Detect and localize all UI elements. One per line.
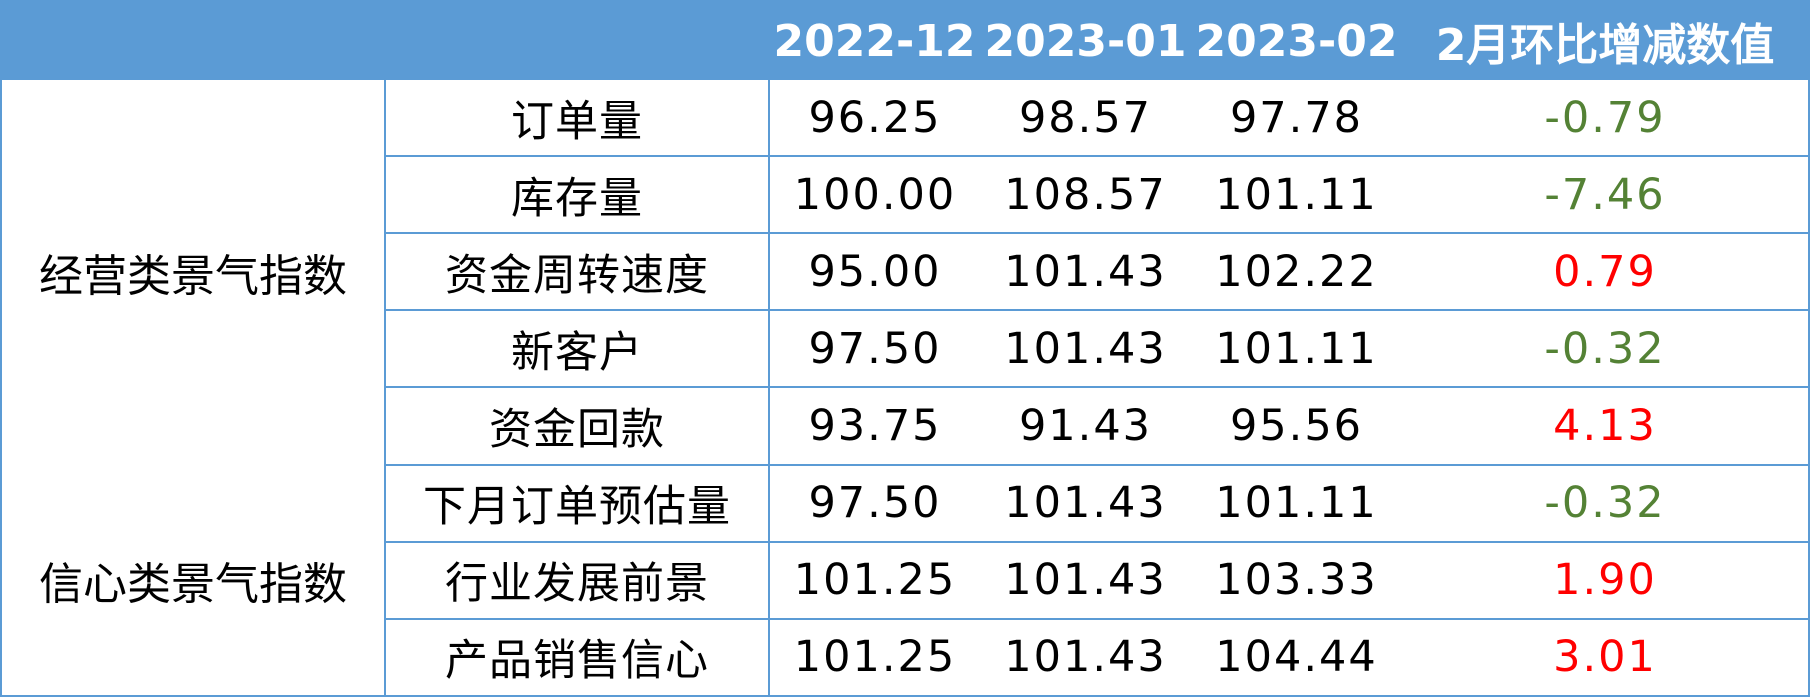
indicator-name: 资金回款: [385, 387, 770, 466]
change-value: -0.79: [1402, 80, 1809, 158]
value-2022-12: 101.25: [769, 618, 980, 698]
table-row: 资金回款 93.75 91.43 95.56 4.13: [1, 387, 1809, 466]
table-row: 库存量 100.00 108.57 101.11 -7.46: [1, 156, 1809, 235]
header-blank: [1, 1, 385, 80]
value-2022-12: 101.25: [769, 541, 980, 620]
value-2023-02: 102.22: [1191, 233, 1402, 312]
table-row: 行业发展前景 101.25 101.43 103.33 1.90: [1, 541, 1809, 620]
indicator-name: 订单量: [385, 80, 770, 158]
indicator-name: 资金周转速度: [385, 233, 770, 312]
value-2023-02: 101.11: [1191, 464, 1402, 543]
indicator-name: 新客户: [385, 310, 770, 389]
change-value: 3.01: [1402, 618, 1809, 698]
value-2023-01: 98.57: [980, 80, 1191, 158]
header-period-1: 2022-12: [769, 1, 980, 80]
change-value: 1.90: [1402, 541, 1809, 620]
indicator-name: 产品销售信心: [385, 618, 770, 698]
group-label: 信心类景气指数: [1, 464, 386, 698]
value-2023-01: 101.43: [980, 310, 1191, 389]
value-2023-01: 101.43: [980, 541, 1191, 620]
header-row: 2022-12 2023-01 2023-02 2月环比增减数值: [1, 1, 1809, 80]
header-blank-2: [385, 1, 769, 80]
change-value: -7.46: [1402, 156, 1809, 235]
value-2023-02: 104.44: [1191, 618, 1402, 698]
change-value: 4.13: [1402, 387, 1809, 466]
value-2022-12: 97.50: [769, 464, 980, 543]
indicator-name: 库存量: [385, 156, 770, 235]
table-row: 产品销售信心 101.25 101.43 104.44 3.01: [1, 618, 1809, 698]
table-row: 新客户 97.50 101.43 101.11 -0.32: [1, 310, 1809, 389]
value-2023-01: 101.43: [980, 618, 1191, 698]
table-row: 信心类景气指数 下月订单预估量 97.50 101.43 101.11 -0.32: [1, 464, 1809, 698]
value-2023-02: 101.11: [1191, 156, 1402, 235]
indicator-name: 下月订单预估量: [385, 464, 770, 543]
value-2022-12: 100.00: [769, 156, 980, 235]
value-2023-02: 95.56: [1191, 387, 1402, 466]
header-change: 2月环比增减数值: [1402, 1, 1809, 80]
change-value: -0.32: [1402, 310, 1809, 389]
value-2022-12: 95.00: [769, 233, 980, 312]
value-2023-01: 91.43: [980, 387, 1191, 466]
table-row: 经营类景气指数 订单量 96.25 98.57 97.78 -0.79: [1, 80, 1809, 465]
value-2023-02: 101.11: [1191, 310, 1402, 389]
change-value: -0.32: [1402, 464, 1809, 543]
value-2023-01: 101.43: [980, 464, 1191, 543]
value-2023-02: 103.33: [1191, 541, 1402, 620]
table-row: 资金周转速度 95.00 101.43 102.22 0.79: [1, 233, 1809, 312]
change-value: 0.79: [1402, 233, 1809, 312]
value-2022-12: 97.50: [769, 310, 980, 389]
value-2023-01: 108.57: [980, 156, 1191, 235]
header-period-3: 2023-02: [1191, 1, 1402, 80]
value-2022-12: 93.75: [769, 387, 980, 466]
indicator-name: 行业发展前景: [385, 541, 770, 620]
header-period-2: 2023-01: [980, 1, 1191, 80]
value-2023-01: 101.43: [980, 233, 1191, 312]
group-label: 经营类景气指数: [1, 80, 386, 465]
value-2022-12: 96.25: [769, 80, 980, 158]
value-2023-02: 97.78: [1191, 80, 1402, 158]
